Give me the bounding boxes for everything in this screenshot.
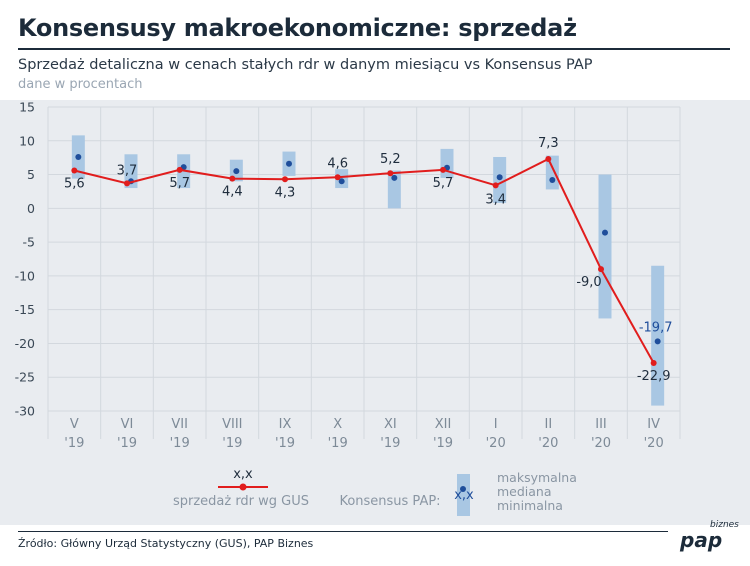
y-tick-label: 15 bbox=[19, 100, 35, 115]
source-note: Źródło: Główny Urząd Statystyczny (GUS),… bbox=[18, 537, 314, 550]
actual-value-label: -9,0 bbox=[576, 275, 601, 290]
x-tick-label-month: III bbox=[595, 417, 607, 432]
x-tick-label-year: '19 bbox=[222, 436, 242, 451]
consensus-range-bar bbox=[651, 265, 665, 406]
x-tick-label-month: I bbox=[494, 417, 498, 432]
x-tick-label-month: X bbox=[333, 417, 342, 432]
legend-consensus-dot bbox=[460, 486, 466, 492]
actual-value-label: 5,6 bbox=[64, 177, 85, 192]
actual-value-label: 5,7 bbox=[433, 176, 454, 191]
x-tick-label-month: VIII bbox=[222, 417, 242, 432]
median-value-label: -19,7 bbox=[639, 320, 673, 335]
consensus-range-bar bbox=[440, 148, 454, 178]
actual-value-label: 7,3 bbox=[538, 136, 559, 151]
x-tick-label-month: IX bbox=[279, 417, 292, 432]
pap-biznes-logo: biznes pap bbox=[680, 520, 740, 560]
actual-sales-point bbox=[492, 182, 499, 189]
y-tick-label: -5 bbox=[23, 235, 35, 250]
consensus-range-bar bbox=[124, 154, 138, 189]
actual-value-label: 3,7 bbox=[117, 163, 138, 178]
consensus-median-dot bbox=[391, 174, 398, 181]
title-divider bbox=[18, 48, 730, 50]
actual-sales-point bbox=[176, 166, 183, 173]
x-tick-label-year: '20 bbox=[644, 436, 664, 451]
x-tick-label-month: V bbox=[70, 417, 79, 432]
consensus-range-bar bbox=[387, 170, 401, 209]
legend-line-symbol: x,x bbox=[233, 467, 253, 482]
x-tick-label-year: '19 bbox=[275, 436, 295, 451]
footer-divider bbox=[18, 531, 668, 532]
chart-subtitle: Sprzedaż detaliczna w cenach stałych rdr… bbox=[18, 57, 593, 73]
actual-sales-point bbox=[440, 166, 446, 173]
consensus-median-dot bbox=[654, 338, 661, 345]
consensus-median-dot bbox=[233, 168, 240, 175]
x-tick-label-year: '19 bbox=[433, 436, 453, 451]
x-tick-label-month: XI bbox=[384, 417, 397, 432]
x-tick-label-month: VII bbox=[171, 417, 188, 432]
x-tick-label-month: II bbox=[544, 417, 552, 432]
consensus-median-dot bbox=[549, 176, 556, 183]
consensus-range-bar bbox=[545, 155, 559, 190]
actual-value-label: 4,4 bbox=[222, 185, 243, 200]
legend-consensus-max: maksymalna bbox=[497, 470, 577, 485]
actual-sales-point bbox=[282, 176, 288, 183]
actual-sales-point bbox=[229, 175, 236, 182]
actual-sales-point bbox=[650, 360, 657, 367]
x-tick-label-month: XII bbox=[435, 417, 452, 432]
consensus-median-dot bbox=[602, 229, 608, 236]
x-tick-label-year: '19 bbox=[380, 436, 400, 451]
legend-line-label: sprzedaż rdr wg GUS bbox=[173, 494, 309, 509]
y-tick-label: -10 bbox=[15, 268, 35, 283]
legend-consensus-symbol: x,x bbox=[454, 488, 474, 503]
units-note: dane w procentach bbox=[18, 77, 143, 92]
y-tick-label: -30 bbox=[15, 404, 35, 419]
actual-value-label: 4,3 bbox=[275, 185, 296, 200]
x-tick-label-year: '19 bbox=[328, 436, 348, 451]
legend-consensus-title: Konsensus PAP: bbox=[339, 494, 440, 509]
y-tick-label: -25 bbox=[15, 370, 35, 385]
x-tick-label-year: '20 bbox=[486, 436, 506, 451]
consensus-median-dot bbox=[286, 160, 292, 167]
x-tick-label-year: '19 bbox=[117, 436, 137, 451]
actual-value-label: 5,7 bbox=[169, 176, 190, 191]
y-tick-label: 5 bbox=[27, 167, 35, 182]
consensus-range-bar bbox=[598, 174, 612, 319]
x-tick-label-year: '19 bbox=[170, 436, 190, 451]
actual-sales-point bbox=[71, 167, 78, 174]
consensus-median-dot bbox=[496, 174, 503, 181]
x-tick-label-year: '20 bbox=[538, 436, 558, 451]
actual-value-label: 4,6 bbox=[327, 156, 348, 171]
actual-value-label: 5,2 bbox=[380, 152, 401, 167]
actual-sales-point bbox=[598, 266, 604, 273]
legend-consensus-bar bbox=[457, 474, 470, 516]
actual-value-label: -22,9 bbox=[637, 369, 671, 384]
logo-sub-text: biznes bbox=[710, 520, 739, 530]
x-tick-label-year: '19 bbox=[64, 436, 84, 451]
logo-main-text: pap bbox=[680, 528, 723, 552]
consensus-median-dot bbox=[338, 178, 345, 185]
y-tick-label: -15 bbox=[15, 302, 35, 317]
actual-sales-point bbox=[387, 170, 394, 177]
x-tick-label-year: '20 bbox=[591, 436, 611, 451]
legend-line-dot bbox=[239, 483, 247, 491]
actual-sales-point bbox=[124, 180, 130, 187]
actual-sales-line bbox=[74, 157, 655, 364]
chart: 15 10 5 0 -5 -10 -15 -20 -25 -30 V '19 VI '19 VII '19 VI… bbox=[15, 100, 681, 516]
actual-sales-point bbox=[334, 174, 341, 181]
legend-consensus-median: mediana bbox=[497, 484, 552, 499]
x-tick-label-month: IV bbox=[647, 417, 660, 432]
actual-value-label: 3,4 bbox=[485, 192, 506, 207]
consensus-median-dot bbox=[75, 153, 82, 160]
legend-consensus-min: minimalna bbox=[497, 498, 563, 513]
actual-sales-point bbox=[545, 156, 552, 163]
y-tick-label: 10 bbox=[19, 133, 35, 148]
page-title: Konsensusy makroekonomiczne: sprzedaż bbox=[18, 14, 577, 42]
y-tick-label: 0 bbox=[27, 201, 35, 216]
x-tick-label-month: VI bbox=[121, 417, 134, 432]
y-tick-label: -20 bbox=[15, 336, 35, 351]
